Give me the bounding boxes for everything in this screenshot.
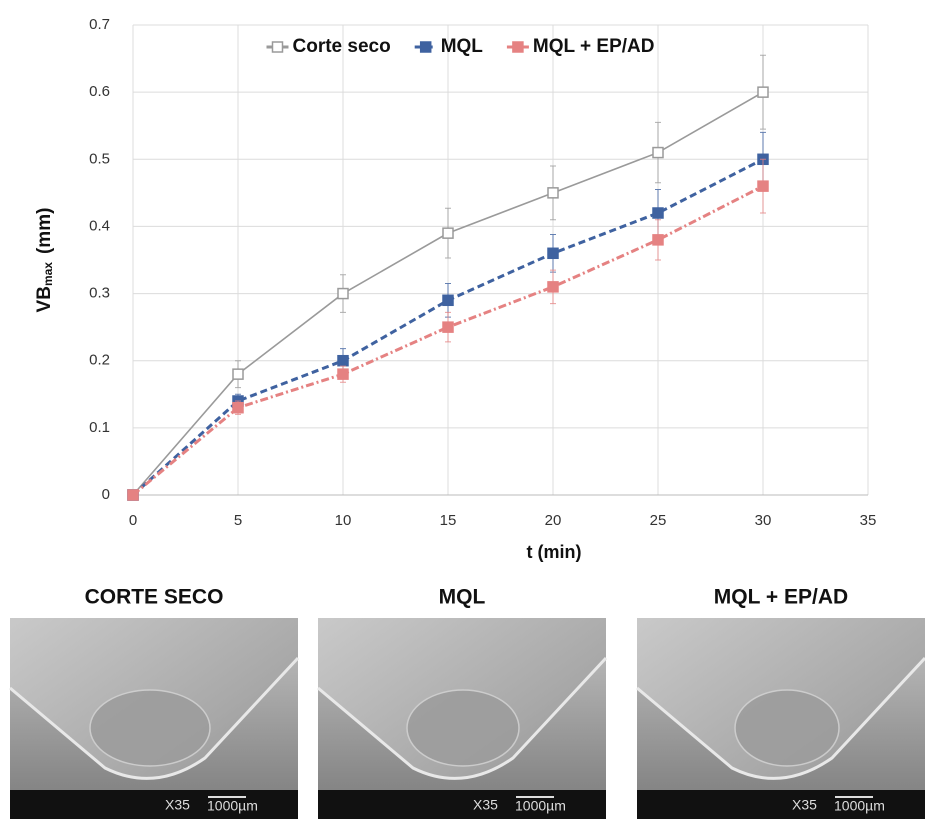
legend-item: Corte seco — [266, 36, 391, 57]
marker — [547, 187, 559, 199]
scale-label: 1000µm — [515, 798, 566, 814]
x-tick-label: 0 — [129, 512, 137, 529]
tool-flank — [637, 658, 925, 819]
marker — [442, 227, 454, 239]
y-tick-label: 0 — [102, 486, 110, 503]
scale-label: 1000µm — [834, 798, 885, 814]
y-axis-label-main: VB — [34, 286, 55, 312]
panel-title: CORTE SECO — [85, 586, 224, 609]
info-bar — [318, 790, 606, 819]
x-tick-label: 15 — [440, 512, 457, 529]
marker — [337, 354, 349, 367]
wear-crater — [89, 689, 211, 767]
y-tick-label: 0.2 — [89, 352, 110, 369]
wear-crater — [406, 689, 520, 767]
y-tick-label: 0.3 — [89, 285, 110, 302]
panel-title: MQL + EP/AD — [714, 586, 848, 609]
marker — [652, 146, 664, 159]
panel: MQL + EP/AD X35 1000µm — [636, 586, 925, 819]
marker — [757, 180, 769, 192]
tool-flank — [10, 658, 298, 819]
legend-label: MQL + EP/AD — [533, 36, 655, 57]
info-bar — [637, 790, 925, 819]
x-tick-label: 35 — [860, 512, 877, 529]
marker — [232, 368, 244, 380]
x-tick-label: 20 — [545, 512, 562, 529]
x-axis-label: t (min) — [527, 542, 582, 562]
y-tick-label: 0.1 — [89, 419, 110, 436]
y-tick-label: 0.4 — [89, 217, 110, 234]
panel: MQL X35 1000µm — [317, 586, 608, 819]
tool-edge — [636, 656, 925, 780]
x-tick-label: 25 — [650, 512, 667, 529]
x-tick-label: 5 — [234, 512, 242, 529]
legend-marker — [271, 41, 284, 53]
x-tick-label: 10 — [335, 512, 352, 529]
legend-label: Corte seco — [292, 36, 390, 57]
wear-crater — [734, 689, 840, 767]
magnification: X35 — [473, 797, 498, 813]
y-tick-label: 0.6 — [89, 83, 110, 100]
panel: CORTE SECO X35 1000µm — [9, 586, 300, 819]
magnification: X35 — [165, 797, 190, 813]
tool-edge — [317, 656, 608, 780]
y-axis-label-unit: (mm) — [34, 208, 55, 254]
panel-title: MQL — [439, 586, 486, 609]
marker — [442, 294, 454, 307]
marker — [337, 368, 349, 380]
marker — [547, 247, 559, 260]
marker — [652, 234, 664, 246]
y-tick-label: 0.7 — [89, 16, 110, 33]
y-axis-label-sub: max — [41, 262, 55, 286]
marker — [547, 281, 559, 293]
marker — [337, 287, 349, 300]
legend-marker — [419, 41, 432, 53]
x-tick-label: 30 — [755, 512, 772, 529]
y-axis-label: VBmax (mm) — [34, 208, 55, 313]
marker — [652, 207, 664, 219]
legend-label: MQL — [441, 36, 484, 57]
marker — [442, 321, 454, 333]
tool-edge — [9, 656, 300, 780]
y-tick-label: 0.5 — [89, 150, 110, 167]
marker — [757, 86, 769, 98]
legend-item: MQL + EP/AD — [506, 36, 655, 57]
legend-marker — [512, 41, 524, 53]
legend: Corte seco MQL MQL + EP/AD — [266, 36, 655, 57]
magnification: X35 — [792, 797, 817, 813]
scale-label: 1000µm — [207, 798, 258, 814]
marker — [127, 489, 139, 501]
tool-flank — [318, 658, 606, 819]
plot: 0 0.1 0.2 0.3 0.4 0.5 0.6 0.7 0 5 10 15 20 25 30 35 — [89, 16, 876, 529]
marker — [232, 401, 244, 414]
legend-item: MQL — [414, 36, 484, 57]
info-bar — [10, 790, 298, 819]
